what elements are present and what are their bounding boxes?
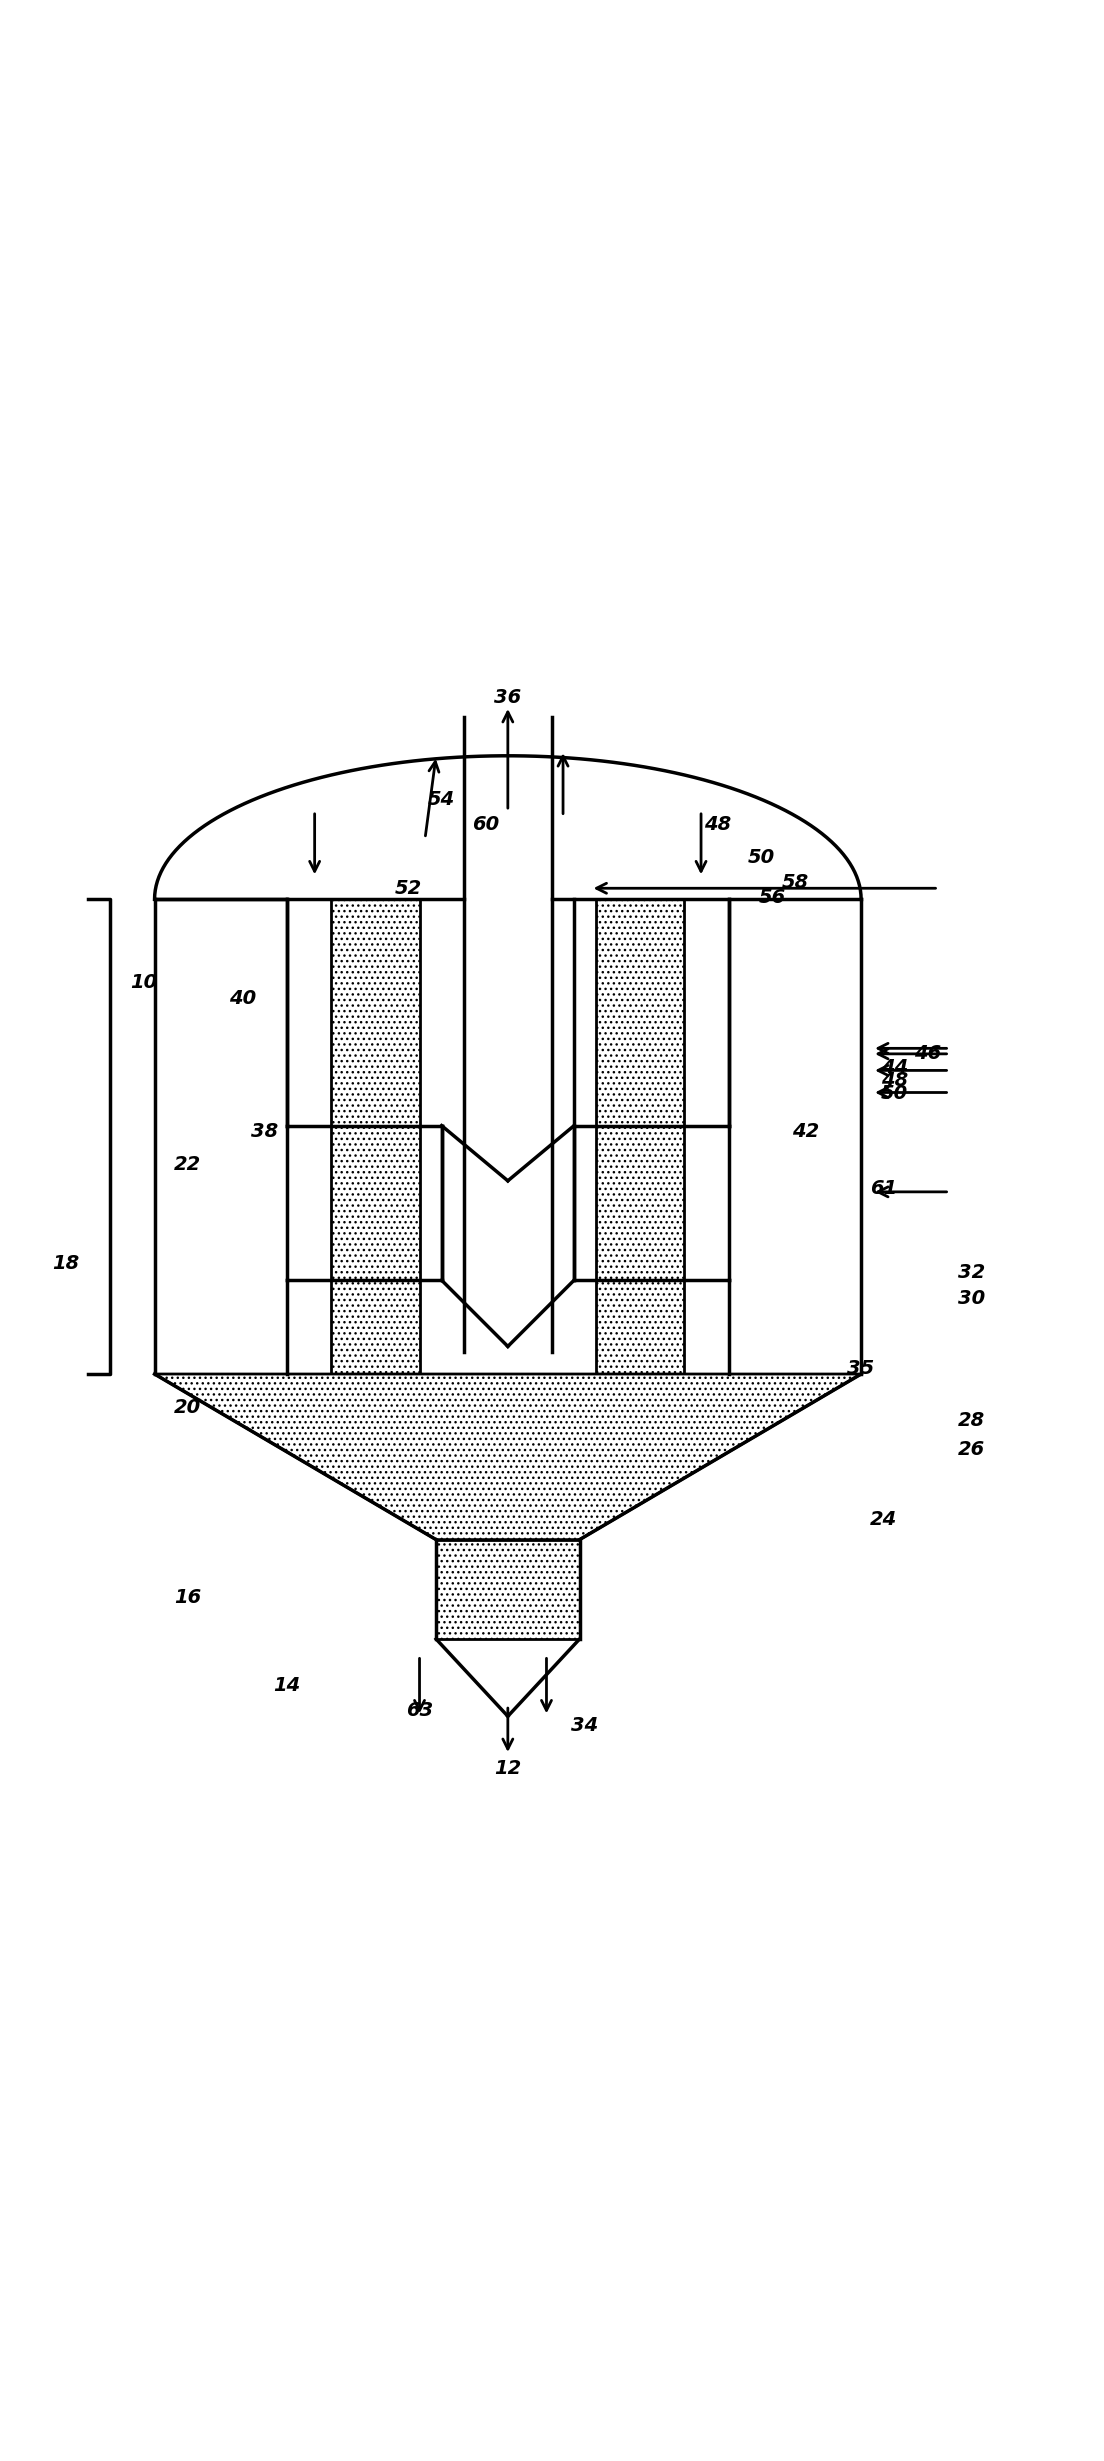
Text: 34: 34 <box>572 1715 598 1735</box>
Text: 22: 22 <box>174 1154 201 1174</box>
Text: 60: 60 <box>473 815 499 834</box>
Text: 52: 52 <box>395 879 422 898</box>
Text: 28: 28 <box>958 1410 985 1430</box>
Text: 46: 46 <box>914 1043 941 1063</box>
Text: 54: 54 <box>428 790 455 810</box>
Text: 16: 16 <box>174 1587 201 1607</box>
Text: 44: 44 <box>881 1058 907 1075</box>
Text: 48: 48 <box>704 815 731 834</box>
Text: 14: 14 <box>274 1676 300 1696</box>
Bar <box>331 898 420 1373</box>
Text: 24: 24 <box>870 1511 896 1528</box>
Text: 56: 56 <box>760 888 786 906</box>
Text: 50: 50 <box>749 849 775 866</box>
Text: 20: 20 <box>174 1398 201 1418</box>
Polygon shape <box>436 1541 580 1639</box>
Bar <box>596 898 684 1373</box>
Text: 12: 12 <box>495 1760 521 1777</box>
Polygon shape <box>155 1373 861 1541</box>
Text: 38: 38 <box>252 1122 278 1139</box>
Text: 36: 36 <box>495 687 521 706</box>
Text: 42: 42 <box>793 1122 819 1139</box>
Text: 48: 48 <box>881 1071 907 1090</box>
Text: 40: 40 <box>230 989 256 1009</box>
Text: 26: 26 <box>958 1440 985 1459</box>
Text: 58: 58 <box>782 874 808 893</box>
Text: 10: 10 <box>130 972 157 992</box>
Text: 32: 32 <box>958 1262 985 1282</box>
Text: 50: 50 <box>881 1085 907 1103</box>
Text: 35: 35 <box>848 1358 874 1378</box>
Text: 30: 30 <box>958 1290 985 1309</box>
Text: 61: 61 <box>870 1179 896 1199</box>
Text: 63: 63 <box>406 1701 433 1720</box>
Text: 18: 18 <box>53 1255 79 1272</box>
